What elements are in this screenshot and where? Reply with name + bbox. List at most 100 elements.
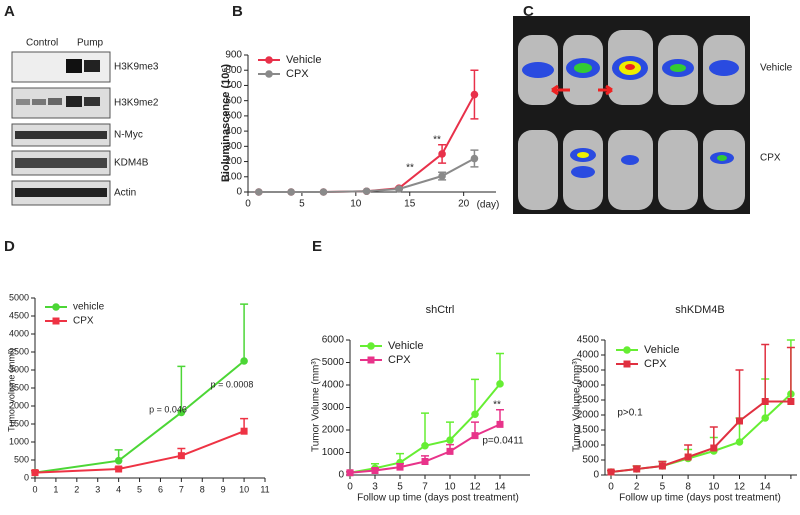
point xyxy=(371,467,379,474)
point xyxy=(240,427,248,435)
point xyxy=(396,463,404,471)
y-tick-label: 5000 xyxy=(9,292,29,302)
error-bar xyxy=(240,303,249,361)
western-blot: Control Pump H3K9me3 H3K9me2 N-Myc KDM4B… xyxy=(11,38,159,206)
y-tick-label: 6000 xyxy=(322,335,345,346)
y-tick-label: 4000 xyxy=(9,328,29,338)
x-tick-label: 7 xyxy=(179,484,184,494)
x-tick-label: 5 xyxy=(397,482,403,493)
y-tick-label: 4000 xyxy=(577,350,600,361)
point xyxy=(607,468,615,476)
legend-label: Vehicle xyxy=(644,344,679,356)
point xyxy=(735,438,744,446)
legend-label: CPX xyxy=(644,358,667,370)
series-line xyxy=(610,393,792,473)
y-tick-label: 200 xyxy=(225,156,242,167)
x-tick-label: 10 xyxy=(708,482,720,493)
y-tick-label: 2500 xyxy=(9,382,29,392)
annotation: ** xyxy=(406,163,414,174)
error-bar xyxy=(177,365,186,413)
point xyxy=(52,317,60,325)
error-bar xyxy=(735,369,744,421)
point xyxy=(367,356,375,364)
y-tick-label: 700 xyxy=(225,80,242,91)
y-tick-label: 4500 xyxy=(577,335,600,346)
x-tick-label: 6 xyxy=(158,484,163,494)
error-bar xyxy=(786,346,795,402)
y-tick-label: 500 xyxy=(582,455,599,466)
blot-row: H3K9me2 xyxy=(114,98,159,109)
y-tick-label: 100 xyxy=(225,171,242,182)
point xyxy=(177,452,185,460)
y-tick-label: 4000 xyxy=(322,380,345,391)
series-line xyxy=(610,400,791,473)
y-tick-label: 2000 xyxy=(577,410,600,421)
point xyxy=(710,444,718,452)
y-tick-label: 5000 xyxy=(322,357,345,368)
blot-row: KDM4B xyxy=(114,158,149,169)
point xyxy=(496,380,504,388)
y-tick-label: 2000 xyxy=(9,400,29,410)
point xyxy=(470,90,479,99)
point xyxy=(471,410,479,419)
chart-title: shCtrl xyxy=(426,304,455,316)
error-bar xyxy=(496,352,504,384)
error-bar xyxy=(471,378,479,415)
y-tick-label: 3000 xyxy=(322,402,345,413)
annotation: p=0.0411 xyxy=(482,436,524,447)
y-tick-label: 1000 xyxy=(322,447,345,458)
y-tick-label: 800 xyxy=(225,65,242,76)
x-tick-label: 7 xyxy=(422,482,428,493)
point xyxy=(496,420,504,428)
y-tick-label: 400 xyxy=(225,126,242,137)
x-axis-label: Follow up time (days post treatment) xyxy=(619,493,781,504)
y-tick-label: 300 xyxy=(225,141,242,152)
error-bar xyxy=(761,343,770,402)
x-tick-label: 11 xyxy=(260,484,269,494)
annotation: p = 0.0008 xyxy=(211,379,254,389)
y-tick-label: 3500 xyxy=(9,346,29,356)
annotation: ** xyxy=(433,135,441,146)
legend-label: CPX xyxy=(73,316,94,327)
x-tick-label: 10 xyxy=(444,482,456,493)
x-tick-label: 8 xyxy=(200,484,205,494)
x-axis-label: Follow up time (days post treatment) xyxy=(357,493,519,504)
point xyxy=(438,150,446,158)
point xyxy=(319,188,328,196)
imaging-row: Vehicle xyxy=(760,63,793,74)
panel-label: E xyxy=(312,238,322,255)
point xyxy=(367,342,375,350)
y-tick-label: 3500 xyxy=(577,365,600,376)
point xyxy=(684,453,692,461)
y-axis-label: Tumor Volume (mm³) xyxy=(572,358,583,452)
point xyxy=(395,185,403,193)
point xyxy=(114,456,123,465)
point xyxy=(362,187,371,196)
blot-row: Actin xyxy=(114,188,136,199)
panel-label: A xyxy=(4,3,15,20)
y-tick-label: 900 xyxy=(225,50,242,61)
x-tick-label: 0 xyxy=(347,482,353,493)
point xyxy=(31,469,39,477)
point xyxy=(633,465,641,473)
y-axis-label: Tumor volume (mm³) xyxy=(6,348,16,432)
panel-label: B xyxy=(232,3,243,20)
blot-row: H3K9me3 xyxy=(114,62,159,73)
annotation: ** xyxy=(493,400,501,411)
x-tick-label: 3 xyxy=(95,484,100,494)
annotation: p = 0.046 xyxy=(149,404,187,414)
point xyxy=(115,465,123,473)
point xyxy=(240,357,248,365)
x-tick-label: 3 xyxy=(372,482,378,493)
y-tick-label: 500 xyxy=(14,454,29,464)
x-tick-label: 4 xyxy=(116,484,121,494)
mouse-imaging: Vehicle CPX xyxy=(513,16,793,214)
y-tick-label: 0 xyxy=(338,470,344,481)
y-tick-label: 1000 xyxy=(9,436,29,446)
panel-label: D xyxy=(4,238,15,255)
y-tick-label: 1000 xyxy=(577,440,600,451)
x-tick-label: 5 xyxy=(660,482,666,493)
point xyxy=(623,346,631,354)
y-axis-label: Tumor Volume (mm³) xyxy=(311,358,322,452)
